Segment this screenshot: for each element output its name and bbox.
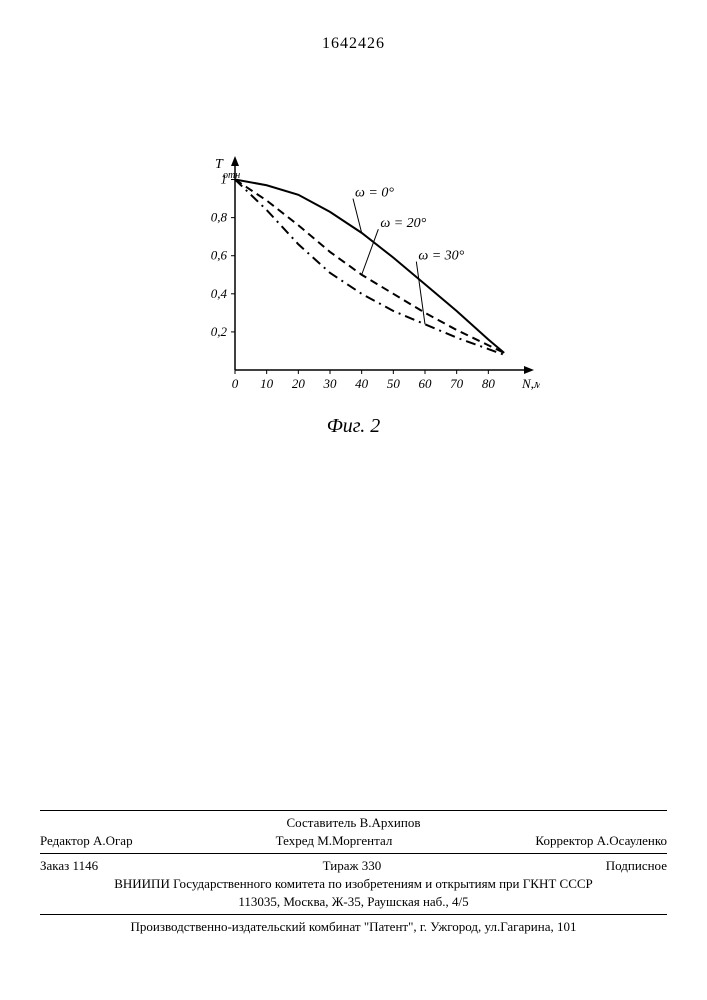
svg-text:0,2: 0,2 xyxy=(211,324,228,339)
editor-label: Редактор xyxy=(40,833,90,848)
corrector-label: Корректор xyxy=(535,833,593,848)
corrector-cell: Корректор А.Осауленко xyxy=(535,833,667,849)
svg-text:N,мм⁻¹: N,мм⁻¹ xyxy=(521,376,540,391)
page: 1642426 0,20,40,60,8101020304050607080Tо… xyxy=(0,0,707,1000)
svg-text:0,8: 0,8 xyxy=(211,210,228,225)
techred-name: М.Моргентал xyxy=(317,833,392,848)
divider xyxy=(40,853,667,854)
svg-text:0,4: 0,4 xyxy=(211,286,228,301)
order-row: Заказ 1146 Тираж 330 Подписное xyxy=(40,858,667,874)
svg-text:40: 40 xyxy=(355,376,369,391)
chart-container: 0,20,40,60,8101020304050607080TотнN,мм⁻¹… xyxy=(180,150,540,410)
svg-text:10: 10 xyxy=(260,376,274,391)
svg-text:60: 60 xyxy=(419,376,433,391)
order-number: Заказ 1146 xyxy=(40,858,98,874)
svg-text:0: 0 xyxy=(232,376,239,391)
svg-text:0,6: 0,6 xyxy=(211,248,228,263)
divider xyxy=(40,914,667,915)
svg-text:70: 70 xyxy=(450,376,464,391)
address-line: 113035, Москва, Ж-35, Раушская наб., 4/5 xyxy=(40,894,667,910)
editor-cell: Редактор А.Огар xyxy=(40,833,133,849)
credits-row: Редактор А.Огар Техред М.Моргентал Корре… xyxy=(40,833,667,849)
compiler-line: Составитель В.Архипов xyxy=(40,815,667,831)
subscription: Подписное xyxy=(606,858,667,874)
figure-label: Фиг. 2 xyxy=(0,415,707,438)
svg-text:30: 30 xyxy=(323,376,338,391)
mtfchart: 0,20,40,60,8101020304050607080TотнN,мм⁻¹… xyxy=(180,150,540,410)
techred-cell: Техред М.Моргентал xyxy=(276,833,393,849)
techred-label: Техред xyxy=(276,833,314,848)
tirage: Тираж 330 xyxy=(323,858,382,874)
plant-line: Производственно-издательский комбинат "П… xyxy=(40,919,667,935)
corrector-name: А.Осауленко xyxy=(597,833,667,848)
svg-text:20: 20 xyxy=(292,376,306,391)
svg-text:ω = 20°: ω = 20° xyxy=(380,216,426,231)
svg-text:ω = 0°: ω = 0° xyxy=(355,186,394,201)
svg-text:50: 50 xyxy=(387,376,401,391)
footer-block: Составитель В.Архипов Редактор А.Огар Те… xyxy=(40,806,667,935)
editor-name: А.Огар xyxy=(93,833,133,848)
org-line: ВНИИПИ Государственного комитета по изоб… xyxy=(40,876,667,892)
divider xyxy=(40,810,667,811)
svg-text:80: 80 xyxy=(482,376,496,391)
svg-text:ω = 30°: ω = 30° xyxy=(418,249,464,264)
document-number: 1642426 xyxy=(0,35,707,53)
